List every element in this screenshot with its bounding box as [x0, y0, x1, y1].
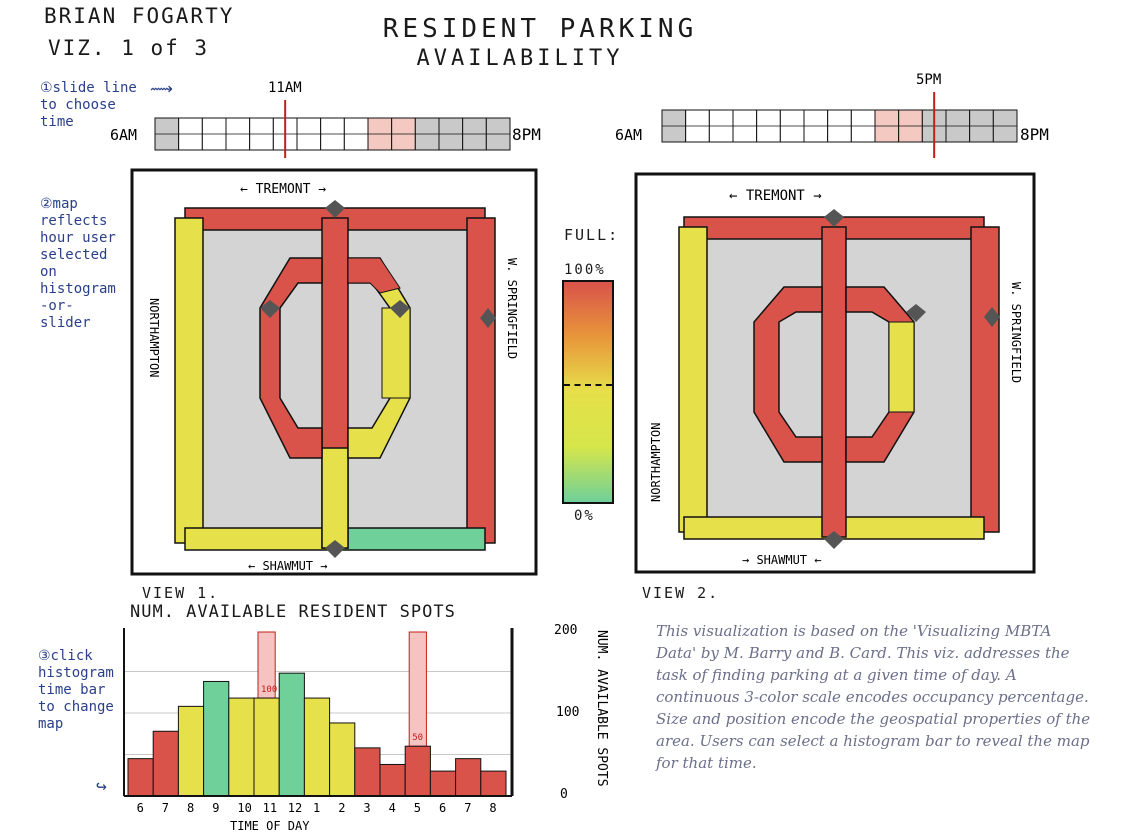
- slider-1-end: 8PM: [512, 125, 541, 144]
- selected-bar-label: 50: [412, 733, 423, 743]
- page-title: RESIDENT PARKING: [382, 14, 698, 44]
- map-view-2[interactable]: ← TREMONT → → SHAWMUT ← NORTHAMPTON W. S…: [634, 172, 1038, 580]
- slider-1-start: 6AM: [110, 126, 137, 144]
- note-map: ②map reflects hour user selected on hist…: [40, 196, 116, 331]
- x-tick-label: 5: [414, 801, 421, 815]
- street-northampton: NORTHAMPTON: [147, 298, 161, 377]
- map-view-1[interactable]: ← TREMONT → ← SHAWMUT → NORTHAMPTON W. S…: [130, 168, 540, 580]
- histogram-bar-6[interactable]: [127, 758, 154, 797]
- x-tick-label: 8: [489, 801, 496, 815]
- slider-2-selected-label: 5PM: [916, 72, 941, 88]
- histogram-bar-10[interactable]: [228, 697, 255, 797]
- slider-1-selected-label: 11AM: [268, 80, 302, 96]
- time-slider-2[interactable]: 6AM 8PM 5PM: [615, 72, 1049, 158]
- x-tick-label: 2: [338, 801, 345, 815]
- street-w-springfield: W. SPRINGFIELD: [505, 258, 519, 359]
- x-tick-label: 7: [162, 801, 169, 815]
- x-tick-label: 3: [363, 801, 370, 815]
- note-slider: ①slide line to choose time: [40, 80, 137, 130]
- histogram-bar-1[interactable]: [303, 697, 331, 797]
- slider-2-end: 8PM: [1020, 125, 1049, 144]
- histogram-bar-6[interactable]: [429, 770, 457, 797]
- histogram-bar-9[interactable]: [203, 680, 230, 797]
- time-slider-1[interactable]: 6AM 8PM 11AM: [110, 80, 541, 158]
- histogram-bar-4[interactable]: [379, 763, 406, 797]
- page-subtitle: AVAILABILITY: [416, 46, 624, 71]
- street-northampton-2: NORTHAMPTON: [649, 423, 663, 502]
- legend-bottom-label: 0%: [574, 508, 595, 524]
- arrow-icon: ⟿: [150, 79, 173, 98]
- histogram-bar-7[interactable]: [455, 758, 482, 797]
- histogram-bar-3[interactable]: [354, 747, 381, 797]
- histogram-bar-11[interactable]: [253, 697, 280, 797]
- legend-top-label: 100%: [564, 262, 606, 278]
- histogram-bar-12[interactable]: [278, 672, 305, 797]
- histogram-bar-8[interactable]: [177, 705, 205, 797]
- time-sliders: 6AM 8PM 11AM 6AM 8PM 5PM: [110, 72, 1049, 158]
- x-tick-label: 12: [288, 801, 302, 815]
- author-name: BRIAN FOGARTY: [44, 4, 235, 28]
- x-tick-label: 9: [212, 801, 219, 815]
- histogram-bar-5[interactable]: [404, 745, 431, 797]
- histogram-bar-7[interactable]: [152, 730, 179, 797]
- view-2-label: VIEW 2.: [642, 584, 720, 602]
- street-w-springfield-2: W. SPRINGFIELD: [1009, 282, 1023, 383]
- note-histogram: ③click histogram time bar to change map: [38, 648, 114, 732]
- y-tick-200: 200: [554, 623, 577, 638]
- y-tick-100: 100: [556, 705, 579, 720]
- slider-2-start: 6AM: [615, 126, 642, 144]
- x-tick-label: 6: [439, 801, 446, 815]
- x-tick-label: 11: [263, 801, 277, 815]
- street-tremont: ← TREMONT →: [240, 182, 326, 197]
- x-axis-label: TIME OF DAY: [230, 819, 310, 832]
- street-shawmut-2: → SHAWMUT ←: [742, 553, 821, 567]
- histogram-title: NUM. AVAILABLE RESIDENT SPOTS: [130, 602, 456, 622]
- x-tick-label: 7: [464, 801, 471, 815]
- y-tick-0: 0: [560, 787, 568, 802]
- x-tick-label: 10: [237, 801, 251, 815]
- y-axis-label: NUM. AVAILABLE SPOTS: [594, 630, 609, 787]
- occupancy-color-scale: [562, 280, 614, 504]
- x-tick-label: 6: [137, 801, 144, 815]
- viz-number: VIZ. 1 of 3: [48, 36, 210, 60]
- legend-title: FULL:: [564, 226, 620, 244]
- histogram-bar-2[interactable]: [329, 722, 356, 797]
- description-text: This visualization is based on the 'Visu…: [656, 622, 1091, 772]
- view-1-label: VIEW 1.: [142, 584, 220, 602]
- selected-bar-label: 100: [261, 685, 277, 695]
- x-tick-label: 8: [187, 801, 194, 815]
- x-tick-label: 1: [313, 801, 320, 815]
- histogram-bar-8[interactable]: [480, 770, 507, 797]
- arrow-down-icon: ↪: [96, 776, 107, 797]
- x-tick-label: 4: [389, 801, 396, 815]
- street-tremont-2: ← TREMONT →: [729, 188, 822, 204]
- street-shawmut: ← SHAWMUT →: [248, 559, 327, 573]
- selected-bar-highlight[interactable]: [408, 631, 427, 747]
